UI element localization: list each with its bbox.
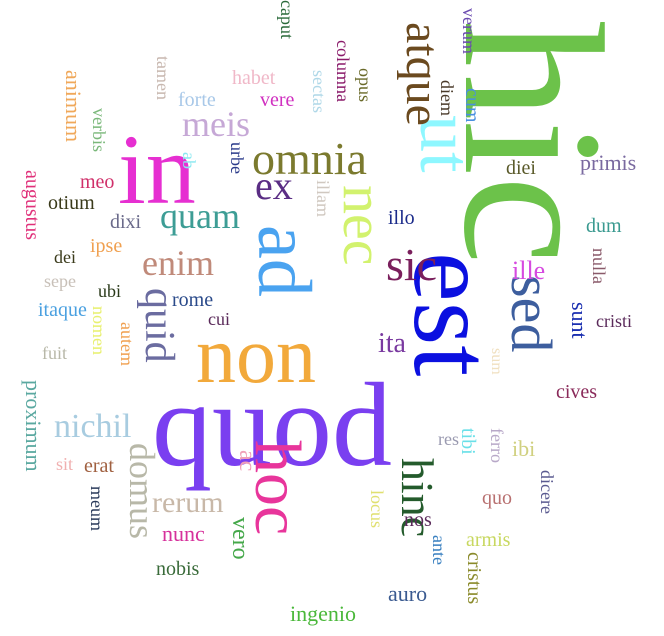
word-enim: enim (142, 243, 214, 283)
word-quam: quam (160, 196, 240, 236)
word-cives: cives (556, 381, 598, 403)
word-nec: nec (331, 185, 396, 266)
word-ante: ante (429, 535, 449, 565)
word-sepe: sepe (44, 271, 76, 291)
word-animum: animum (61, 70, 86, 143)
word-sed: sed (499, 275, 564, 353)
word-tibi: tibi (457, 428, 479, 455)
word-diem: diem (437, 80, 457, 116)
word-ibi: ibi (512, 436, 536, 461)
word-proximum: proximum (21, 380, 46, 472)
word-rerum: rerum (152, 486, 224, 519)
word-meum: meum (87, 486, 107, 531)
word-vero: vero (227, 517, 253, 560)
word-autem: autem (117, 322, 137, 366)
word-diei: diei (506, 157, 536, 179)
word-opus: opus (355, 68, 375, 103)
word-itaque: itaque (38, 299, 87, 321)
word-verum: verum (459, 8, 479, 54)
word-nos: nos (404, 509, 432, 531)
word-meis: meis (182, 104, 250, 144)
word-forte: forte (178, 89, 216, 111)
word-nomen: nomen (89, 306, 109, 355)
word-primis: primis (580, 150, 637, 175)
word-sit: sit (56, 454, 74, 474)
word-augustus: augustus (21, 170, 43, 240)
word-illo: illo (388, 207, 415, 229)
word-meo: meo (80, 171, 115, 193)
word-sectas: sectas (309, 70, 329, 113)
word-ad: ad (242, 225, 326, 297)
word-vere: vere (260, 89, 295, 111)
word-res: res (438, 429, 459, 449)
word-verbis: verbis (89, 108, 109, 152)
word-nunc: nunc (162, 521, 205, 546)
word-armis: armis (466, 529, 511, 551)
word-non: non (196, 312, 316, 400)
word-urbe: urbe (227, 142, 247, 174)
word-quo: quo (482, 487, 512, 509)
word-dixi: dixi (110, 211, 142, 233)
word-habet: habet (232, 67, 276, 89)
word-ipse: ipse (90, 235, 123, 257)
word-cui: cui (208, 309, 230, 329)
word-ingenio: ingenio (290, 601, 356, 626)
word-quod: quod (152, 358, 392, 491)
word-sunt: sunt (567, 302, 592, 339)
word-nulla: nulla (589, 248, 609, 284)
word-locus: locus (367, 490, 387, 528)
word-cristus: cristus (463, 552, 485, 605)
word-sum: sum (488, 348, 505, 375)
word-tamen: tamen (153, 56, 173, 100)
word-nobis: nobis (156, 558, 200, 580)
word-ita: ita (378, 328, 406, 359)
word-in: in (118, 114, 196, 225)
word-ferro: ferro (487, 428, 507, 463)
word-ac: ac (234, 450, 260, 472)
word-ubi: ubi (98, 281, 122, 301)
word-caput: caput (277, 0, 297, 39)
word-rome: rome (172, 289, 214, 311)
word-ab: ab (179, 152, 199, 169)
word-dei: dei (54, 247, 76, 267)
word-sic: sic (386, 239, 438, 290)
word-erat: erat (84, 455, 114, 477)
word-cristi: cristi (596, 311, 632, 331)
word-omnia: omnia (252, 133, 367, 184)
word-dum: dum (586, 215, 622, 237)
word-dicere: dicere (537, 470, 557, 514)
word-columna: columna (333, 40, 353, 102)
word-ille: ille (512, 256, 546, 285)
word-fuit: fuit (42, 343, 67, 363)
word-otium: otium (48, 192, 95, 214)
word-auro: auro (388, 581, 428, 606)
word-ex: ex (255, 163, 293, 208)
word-illam: illam (313, 180, 333, 217)
word-cum: cum (461, 88, 483, 123)
word-nichil: nichil (54, 408, 132, 445)
